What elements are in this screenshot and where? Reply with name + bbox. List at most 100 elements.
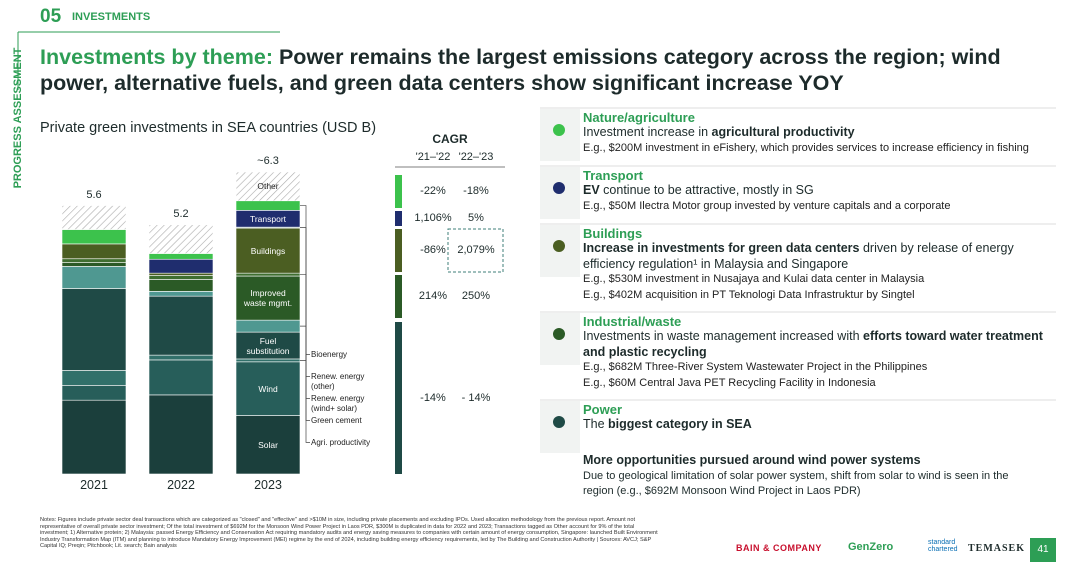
bar-segment xyxy=(148,275,214,280)
theme-icon xyxy=(553,124,565,136)
callout-line xyxy=(300,354,310,361)
theme-headline: Increase in investments for green data c… xyxy=(583,241,1058,272)
text-run: efforts toward water treatment and plast… xyxy=(583,329,1043,359)
cagr-row-swatch xyxy=(395,229,402,272)
text-run: Investments in waste management increase… xyxy=(583,329,863,343)
logo: GenZero xyxy=(848,541,893,553)
bar-segment xyxy=(148,258,214,274)
cagr-value: 2,079% xyxy=(457,243,495,256)
page-number: 41 xyxy=(1037,544,1049,555)
x-tick-label: 2022 xyxy=(167,478,195,492)
bar-segment xyxy=(235,275,301,321)
logo: BAIN & COMPANY xyxy=(736,543,822,553)
bar-segment xyxy=(61,266,127,289)
bar-segment xyxy=(61,370,127,386)
segment-label: Fuel substitution xyxy=(246,335,290,356)
cagr-column-header: '21–'22 xyxy=(415,151,451,163)
callout-line xyxy=(300,205,310,443)
segment-label: Improved waste mgmt. xyxy=(243,288,293,309)
x-tick-label: 2021 xyxy=(80,478,108,492)
theme-title: Nature/agriculture xyxy=(583,110,695,125)
bar-segment xyxy=(61,258,127,263)
cagr-value: 5% xyxy=(468,211,484,224)
bar-segment xyxy=(235,319,301,333)
theme: Buildings Increase in investments for gre… xyxy=(583,226,1058,303)
section-number: 05 xyxy=(40,6,62,27)
text-run: agricultural productivity xyxy=(711,125,855,139)
theme-title: Power xyxy=(583,402,623,417)
theme-headline: EV continue to be attractive, mostly in … xyxy=(583,183,1058,199)
outlook-text: Due to geological limitation of solar po… xyxy=(583,470,1009,497)
bar-segment xyxy=(148,224,214,254)
theme-example: E.g., $682M Three-River System Wastewate… xyxy=(583,361,928,373)
theme: Power The biggest category in SEA xyxy=(583,402,1058,433)
highlight-box xyxy=(447,228,504,273)
cagr-value: - 14% xyxy=(461,392,491,404)
theme-example: E.g., $60M Central Java PET Recycling Fa… xyxy=(583,376,876,389)
callout-label: Renew. energy (wind+ solar) xyxy=(311,394,365,413)
text-run: driven by release of energy efficiency r… xyxy=(583,241,1014,271)
section-name: INVESTMENTS xyxy=(72,11,151,23)
title-rest: Power remains the largest emissions cate… xyxy=(40,45,1001,95)
bar-segment xyxy=(61,262,127,267)
logo-text: GenZero xyxy=(848,541,894,553)
theme-headline: Investments in waste management increase… xyxy=(583,329,1058,360)
callout-line xyxy=(300,325,310,377)
total-label: ~6.3 xyxy=(257,155,279,167)
text-run: EV xyxy=(583,183,600,197)
theme-icon xyxy=(553,416,565,428)
cagr-value: -14% xyxy=(420,392,446,404)
bar-segment xyxy=(148,291,214,297)
theme-example: E.g., $402M acquisition in PT Teknologi … xyxy=(583,288,915,301)
bar-segment xyxy=(148,359,214,396)
bar-segment xyxy=(148,354,214,361)
callout-line xyxy=(300,274,310,399)
bar-segment xyxy=(61,288,127,371)
notes: Notes: Figures include private sector de… xyxy=(40,517,658,550)
theme-icon xyxy=(553,240,565,252)
bar-segment xyxy=(235,331,301,360)
cagr-value: -86% xyxy=(420,243,446,256)
segment-label: Transport xyxy=(249,213,287,224)
bar-segment xyxy=(235,227,301,274)
theme: Transport EV continue to be attractive, m… xyxy=(583,168,1058,214)
cagr-row-swatch xyxy=(395,322,402,474)
cagr-value: 214% xyxy=(418,289,448,302)
bar-segment xyxy=(148,253,214,260)
segment-label: Solar xyxy=(258,439,278,450)
logo: TEMASEK xyxy=(968,543,1026,554)
total-label: 5.6 xyxy=(86,188,102,201)
bar-segment xyxy=(148,272,214,276)
callout-line xyxy=(300,227,310,421)
theme-headline: Investment increase in agricultural prod… xyxy=(583,125,1058,141)
callout-label: Agri. productivity xyxy=(311,438,371,448)
total-label: 5.2 xyxy=(173,207,189,220)
theme-title: Transport xyxy=(583,168,643,183)
theme-headline: The biggest category in SEA xyxy=(583,417,1058,433)
theme-example: E.g., $50M Ilectra Motor group invested … xyxy=(583,199,951,212)
theme: Nature/agriculture Investment increase in… xyxy=(583,110,1058,156)
page-badge xyxy=(1030,538,1056,562)
segment-label: Wind xyxy=(258,383,278,394)
text-run: continue to be attractive, mostly in SG xyxy=(599,183,814,197)
cagr-title: CAGR xyxy=(432,132,468,146)
logo: standard chartered xyxy=(928,539,958,553)
chart-title: Private green investments in SEA countri… xyxy=(40,120,377,136)
bar-segment xyxy=(148,394,214,475)
outlook-title: More opportunities pursued around wind p… xyxy=(583,453,921,467)
callout-label: Green cement xyxy=(311,416,362,426)
bar-segment xyxy=(235,358,301,363)
callout-label: Renew. energy (other) xyxy=(311,372,365,391)
segment-label: Other xyxy=(257,181,279,192)
title-lead: Investments by theme: xyxy=(40,45,273,69)
theme-example: E.g., $200M investment in eFishery, whic… xyxy=(583,141,1029,154)
x-tick-label: 2023 xyxy=(254,478,282,492)
cagr-value: 250% xyxy=(461,289,491,302)
segment-label: Buildings xyxy=(250,245,286,256)
callout-label: Bioenergy xyxy=(311,350,348,360)
bar-segment xyxy=(148,295,214,356)
cagr-column-header: '22–'23 xyxy=(458,151,494,163)
theme-icon xyxy=(553,182,565,194)
